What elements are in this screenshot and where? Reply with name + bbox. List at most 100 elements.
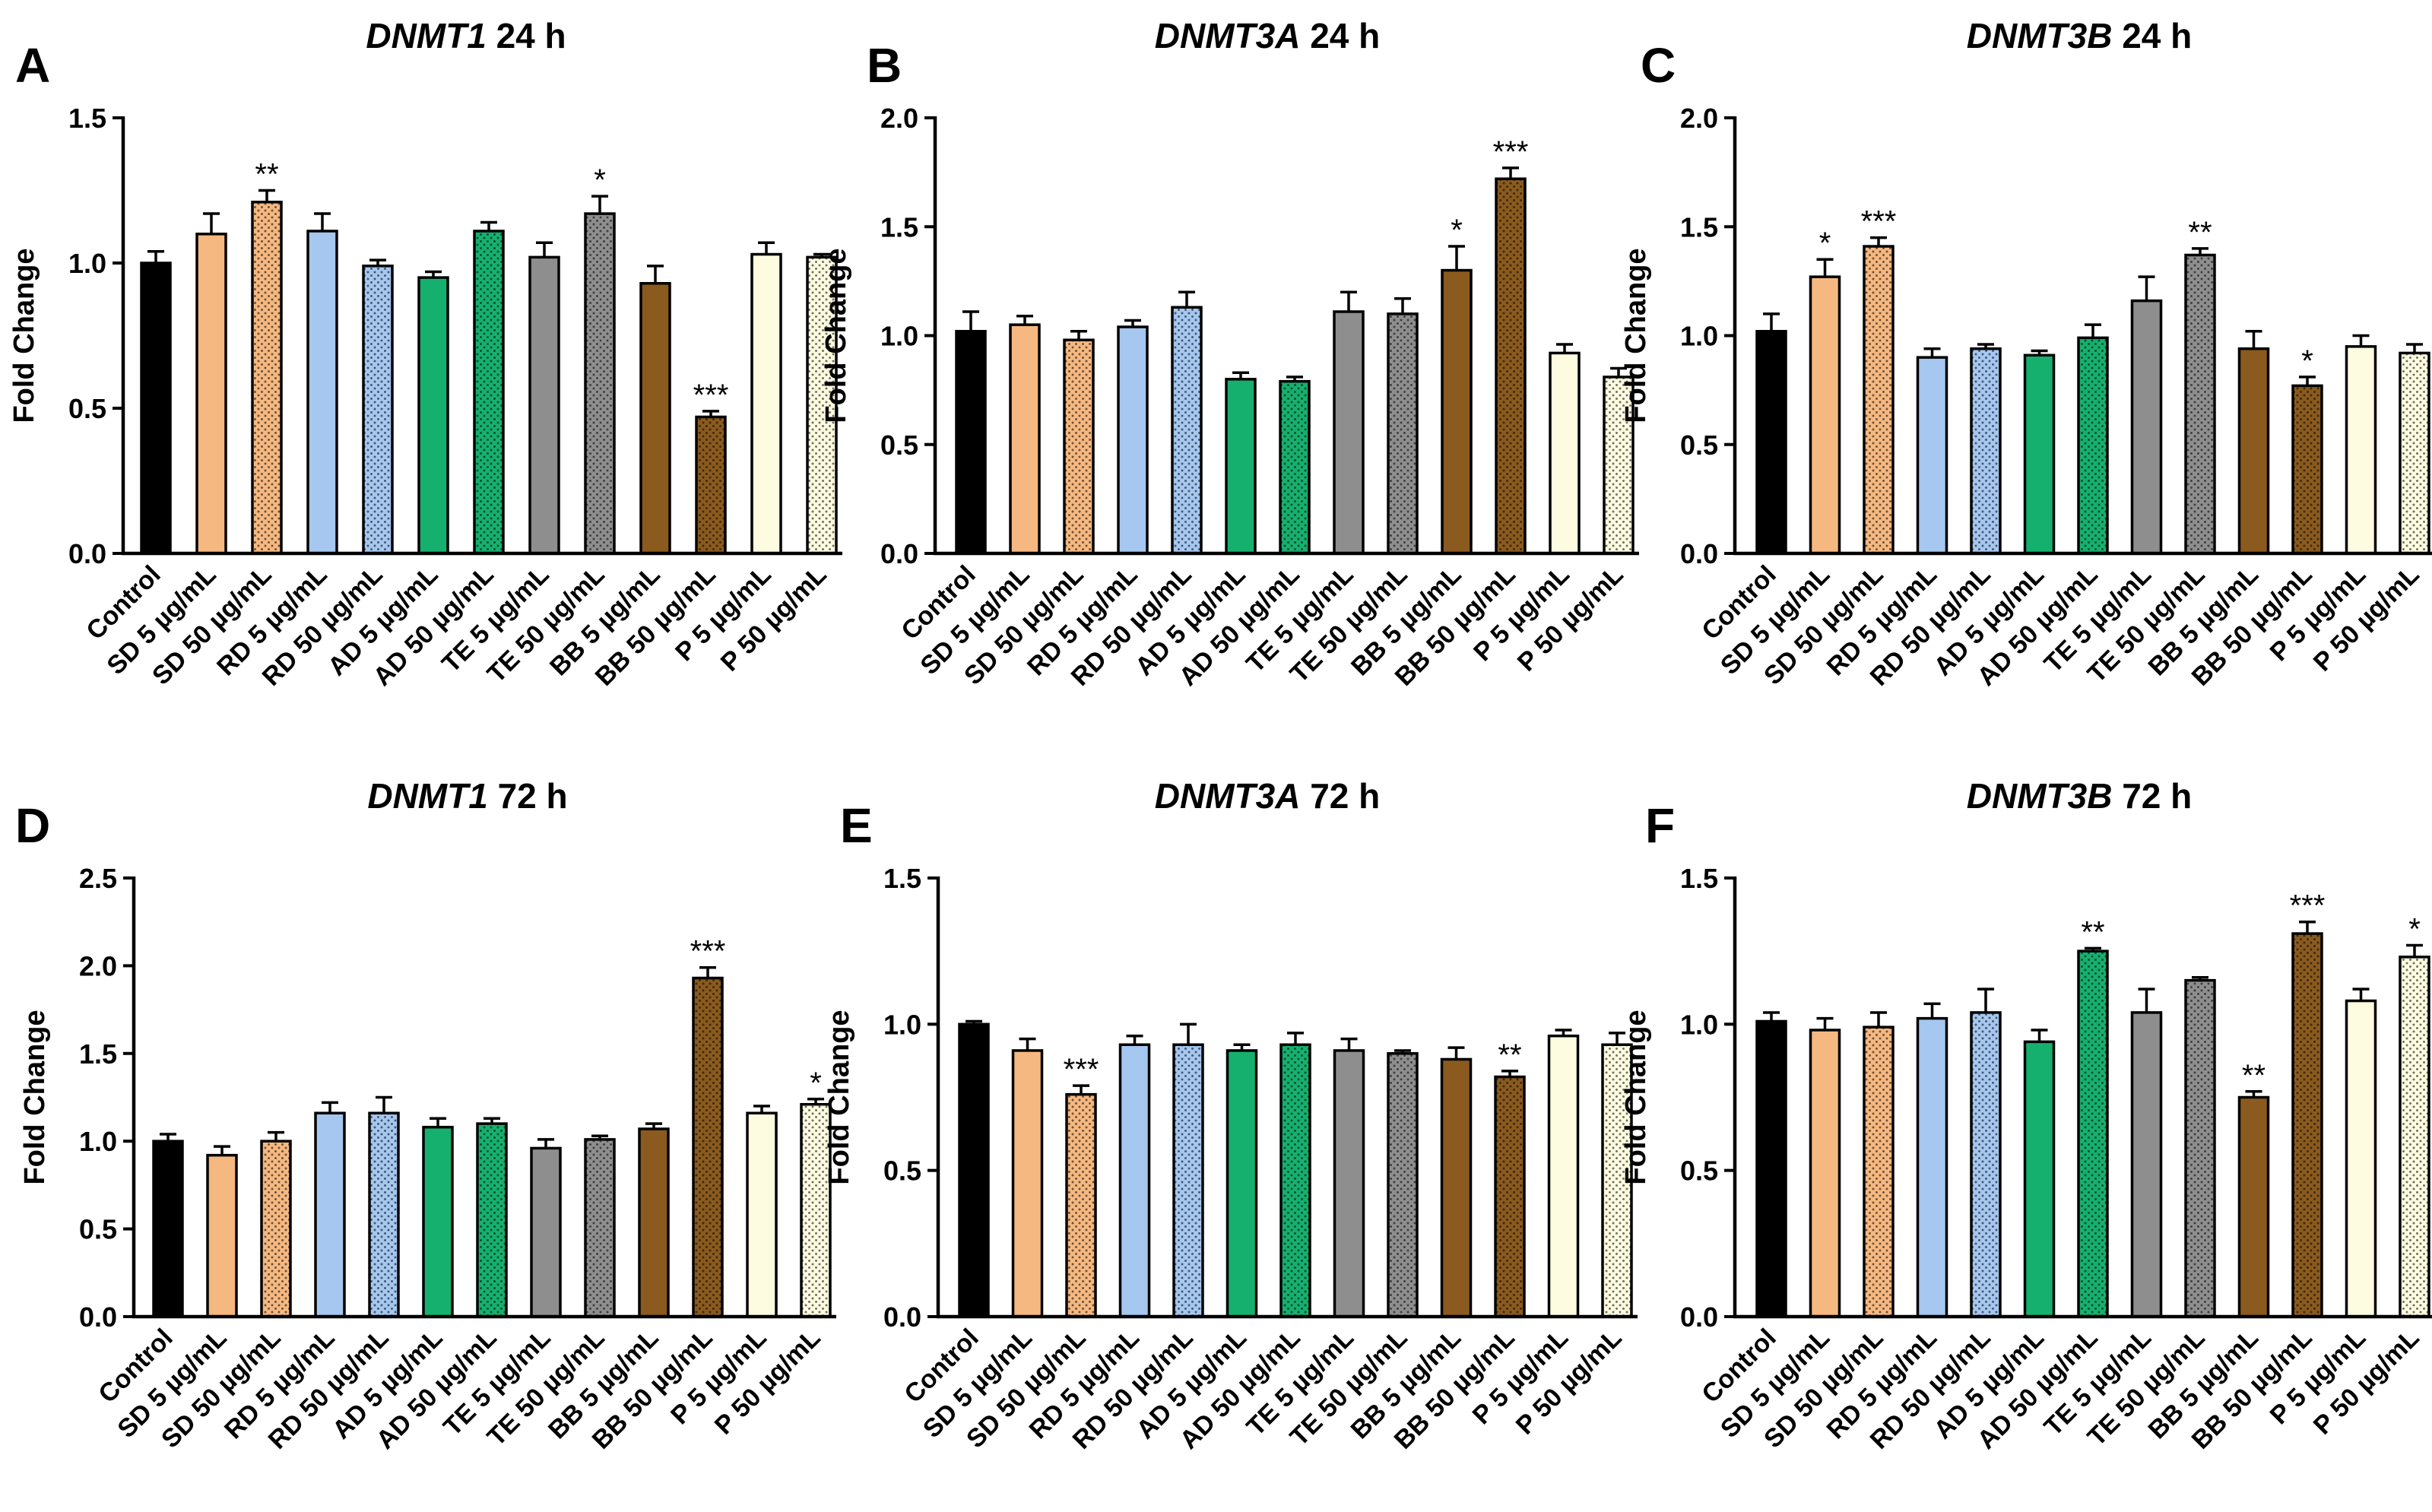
bar-group (750, 241, 782, 555)
y-tick-label: 0.5 (1680, 1155, 1718, 1187)
bar-group (1387, 297, 1419, 555)
significance-label: *** (690, 935, 726, 968)
bar (958, 1022, 990, 1318)
bar (195, 233, 227, 555)
bar-group (528, 241, 560, 555)
bar-dot-pattern (474, 230, 503, 553)
bar-group (2345, 987, 2377, 1318)
bar (1549, 351, 1581, 555)
bar (314, 1111, 346, 1318)
bar-dot-pattern (369, 1113, 398, 1317)
significance-label: *** (1064, 1053, 1099, 1086)
bar-group (530, 1138, 562, 1318)
bar-group (473, 220, 505, 555)
bar-group (2345, 334, 2377, 555)
bar-group: *** (2290, 889, 2326, 1318)
y-tick-label: 1.0 (68, 248, 106, 279)
bar-group (1755, 1011, 1787, 1318)
title-time: 24 h (487, 16, 566, 55)
bar-group: ** (2184, 216, 2216, 555)
bar (1755, 1019, 1787, 1318)
bar-dot-pattern (801, 1104, 830, 1317)
bar (2345, 345, 2377, 555)
panel-letter: B (867, 38, 902, 93)
bar-group (1916, 347, 1948, 555)
significance-label: *** (2290, 889, 2326, 923)
bar-dot-pattern (807, 257, 836, 553)
bar (2345, 999, 2377, 1318)
y-tick-label: 0.0 (1680, 538, 1718, 569)
y-tick-label: 1.5 (68, 103, 106, 134)
chart-title: DNMT3A 72 h (1155, 776, 1381, 816)
y-tick-label: 2.0 (79, 950, 117, 981)
bar-dot-pattern (2293, 934, 2322, 1317)
title-gene: DNMT1 (366, 16, 486, 55)
bar-dot-pattern (1971, 1012, 2000, 1317)
bar-group (1117, 319, 1149, 555)
significance-label: *** (1493, 135, 1529, 169)
title-gene: DNMT3B (1967, 16, 2113, 55)
bar-dot-pattern (693, 978, 722, 1317)
bar-group (2237, 330, 2270, 555)
bar-group: ** (2077, 915, 2109, 1318)
chart-title: DNMT1 24 h (366, 16, 566, 55)
y-axis-label: Fold Change (1620, 1010, 1652, 1184)
chart-title: DNMT3B 24 h (1967, 16, 2193, 55)
bar (1916, 1016, 1948, 1318)
bar (1755, 330, 1787, 555)
bar-group (368, 1095, 400, 1318)
panel-letter: A (15, 38, 50, 93)
bar-dot-pattern (585, 214, 614, 553)
bar-group (1118, 1034, 1151, 1318)
bar (1441, 268, 1473, 555)
bar (1117, 325, 1149, 555)
y-tick-label: 1.0 (883, 1009, 921, 1040)
bar (2237, 1095, 2270, 1318)
y-tick-label: 0.5 (880, 430, 918, 461)
bar (2130, 1011, 2163, 1318)
y-axis-label: Fold Change (1620, 248, 1652, 423)
bar-dot-pattern (1067, 1094, 1096, 1317)
bar (1009, 323, 1041, 555)
significance-label: * (2301, 344, 2313, 378)
bar-dot-pattern (1604, 376, 1633, 553)
bar-dot-pattern (1495, 1076, 1524, 1317)
bar-group (746, 1105, 778, 1318)
bar-group (1333, 1037, 1365, 1318)
bar (2023, 1040, 2056, 1318)
y-axis-label: Fold Change (823, 1010, 855, 1184)
y-axis-label: Fold Change (8, 248, 40, 423)
bar-group: ** (1494, 1038, 1526, 1318)
bar-dot-pattern (1864, 1027, 1893, 1317)
chart-title: DNMT3A 24 h (1155, 16, 1381, 55)
significance-label: ** (2188, 216, 2212, 249)
bar-group: *** (693, 379, 728, 555)
bar-dot-pattern (1388, 1053, 1417, 1317)
bar-group: * (584, 163, 616, 555)
bar-group (806, 252, 838, 555)
y-tick-label: 0.5 (68, 393, 106, 424)
significance-label: *** (1861, 205, 1897, 239)
title-time: 24 h (1300, 16, 1380, 55)
panel-letter: E (840, 798, 873, 853)
significance-label: ** (2081, 915, 2104, 949)
bar-group: *** (1493, 135, 1529, 555)
bar-group: *** (690, 935, 726, 1318)
bar-dot-pattern (2293, 385, 2322, 553)
title-gene: DNMT3A (1155, 16, 1301, 55)
y-tick-label: 1.0 (79, 1126, 117, 1157)
y-tick-label: 0.5 (1680, 430, 1718, 461)
bar (530, 1146, 562, 1318)
bar-group: ** (251, 158, 283, 555)
y-tick-label: 0.5 (79, 1214, 117, 1245)
bar (750, 252, 782, 555)
bar-group (1226, 1043, 1258, 1318)
bar-group: * (2291, 344, 2323, 555)
title-time: 24 h (2112, 16, 2192, 55)
bar-group (1601, 1032, 1633, 1318)
bar (417, 276, 449, 555)
bar-group: ** (2237, 1059, 2270, 1318)
